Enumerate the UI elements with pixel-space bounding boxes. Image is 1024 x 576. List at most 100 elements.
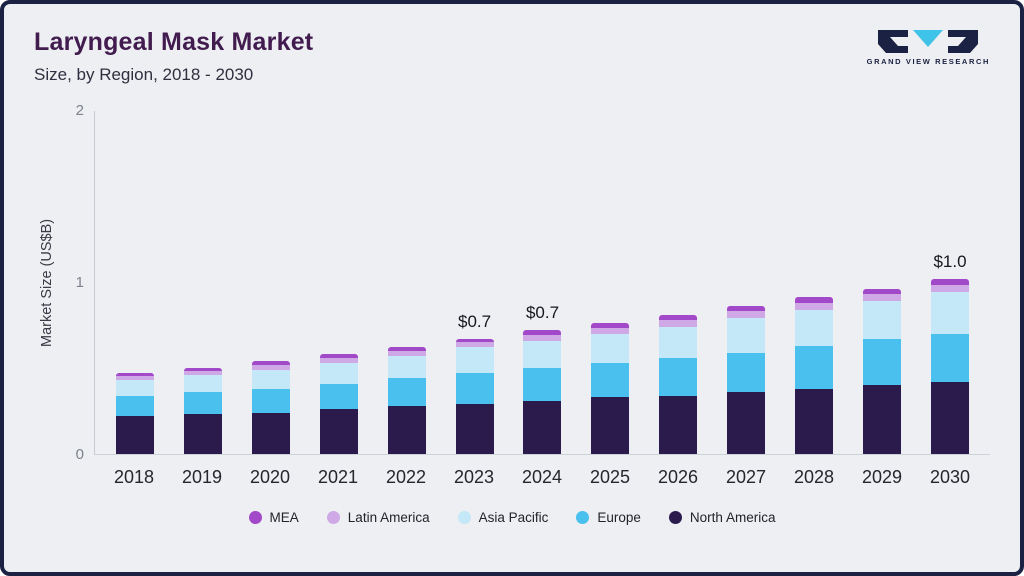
- segment-asia-pacific: [727, 318, 766, 353]
- segment-north-america: [795, 388, 834, 454]
- legend-item-mea: MEA: [248, 510, 299, 525]
- bar-2019: [169, 367, 237, 454]
- segment-asia-pacific: [863, 301, 902, 339]
- bar-value-label-2030: $1.0: [933, 251, 967, 271]
- bar-2027: [712, 306, 780, 454]
- legend-dot-icon: [326, 511, 340, 524]
- x-tick-2029: 2029: [861, 467, 903, 487]
- bar-2025: [576, 323, 644, 454]
- x-tick-2019: 2019: [181, 467, 223, 487]
- segment-north-america: [387, 405, 426, 454]
- bar-stack-2027: [727, 306, 766, 454]
- x-tick-2025: 2025: [589, 467, 631, 487]
- segment-north-america: [523, 400, 562, 454]
- chart-area: Market Size (US$B) 0 1 2 $0.7 $0.7 $1.0 2018…: [34, 102, 990, 525]
- page-title: Laryngeal Mask Market: [34, 28, 314, 56]
- segment-north-america: [931, 381, 970, 454]
- y-axis-label: Market Size (US$B): [39, 218, 55, 348]
- chart-header: Laryngeal Mask Market Size, by Region, 2…: [34, 28, 990, 85]
- segment-latin-america: [455, 342, 494, 348]
- logo-text: GRAND VIEW RESEARCH: [866, 57, 990, 66]
- segment-mea: [795, 297, 834, 303]
- segment-asia-pacific: [795, 309, 834, 346]
- x-tick-2022: 2022: [385, 467, 427, 487]
- y-tick-2: 2: [75, 102, 84, 119]
- legend-dot-icon: [457, 511, 471, 524]
- segment-asia-pacific: [387, 355, 426, 379]
- legend-item-asia-pacific: Asia Pacific: [457, 510, 549, 525]
- bar-2023: $0.7: [441, 312, 509, 454]
- segment-asia-pacific: [523, 340, 562, 369]
- segment-mea: [251, 361, 290, 365]
- segment-mea: [523, 330, 562, 335]
- bar-stack-2019: [183, 367, 222, 454]
- legend-item-latin-america: Latin America: [326, 510, 430, 525]
- legend-dot-icon: [248, 511, 262, 524]
- x-tick-2030: 2030: [929, 467, 971, 487]
- segment-latin-america: [319, 357, 358, 363]
- bar-2029: [848, 288, 916, 454]
- bar-2021: [305, 354, 373, 454]
- segment-mea: [455, 338, 494, 343]
- segment-asia-pacific: [319, 362, 358, 384]
- segment-europe: [115, 395, 154, 417]
- legend-item-north-america: North America: [668, 510, 775, 525]
- segment-europe: [863, 338, 902, 386]
- segment-europe: [659, 357, 698, 396]
- segment-latin-america: [795, 302, 834, 310]
- segment-latin-america: [931, 285, 970, 293]
- segment-asia-pacific: [115, 380, 154, 396]
- gvr-logo-icon: [878, 30, 979, 53]
- bar-stack-2025: [591, 323, 630, 454]
- segment-europe: [455, 373, 494, 405]
- segment-north-america: [591, 397, 630, 454]
- segment-asia-pacific: [183, 374, 222, 393]
- y-tick-0: 0: [75, 446, 84, 463]
- chart-subtitle: Size, by Region, 2018 - 2030: [34, 65, 254, 84]
- segment-mea: [319, 354, 358, 358]
- segment-europe: [931, 333, 970, 382]
- segment-asia-pacific: [455, 347, 494, 374]
- legend-label: MEA: [269, 510, 299, 525]
- title-block: Laryngeal Mask Market Size, by Region, 2…: [34, 28, 313, 85]
- bar-stack-2028: [795, 297, 834, 454]
- y-axis-ticks: 0 1 2: [60, 102, 94, 463]
- segment-mea: [863, 288, 902, 295]
- segment-europe: [251, 388, 290, 413]
- x-tick-2024: 2024: [521, 467, 563, 487]
- segment-north-america: [863, 385, 902, 454]
- segment-latin-america: [591, 327, 630, 334]
- segment-latin-america: [523, 334, 562, 341]
- legend: MEA Latin America Asia Pacific Europe North …: [34, 510, 990, 525]
- legend-label: Latin America: [347, 510, 430, 525]
- bar-stack-2020: [251, 361, 290, 454]
- legend-item-europe: Europe: [576, 510, 641, 525]
- legend-label: Asia Pacific: [478, 510, 549, 525]
- segment-europe: [523, 368, 562, 401]
- segment-mea: [591, 323, 630, 328]
- legend-dot-icon: [668, 511, 682, 524]
- bar-stack-2030: [931, 278, 970, 454]
- segment-north-america: [727, 392, 766, 454]
- segment-europe: [183, 392, 222, 415]
- bar-stack-2022: [387, 347, 426, 454]
- x-axis-labels: 2018 2019 2020 2021 2022 2023 2024 2025 2026 2027…: [94, 467, 990, 488]
- segment-latin-america: [863, 294, 902, 302]
- segment-latin-america: [659, 319, 698, 327]
- segment-latin-america: [727, 311, 766, 319]
- segment-north-america: [455, 404, 494, 454]
- x-tick-2026: 2026: [657, 467, 699, 487]
- segment-latin-america: [183, 370, 222, 375]
- segment-north-america: [659, 395, 698, 454]
- bar-stack-2018: [115, 373, 154, 454]
- segment-latin-america: [251, 364, 290, 370]
- segment-asia-pacific: [659, 326, 698, 358]
- bar-2018: [101, 373, 169, 454]
- segment-north-america: [115, 416, 154, 454]
- segment-europe: [591, 362, 630, 398]
- segment-europe: [727, 352, 766, 393]
- bar-stack-2023: [455, 338, 494, 454]
- bars-plot: $0.7 $0.7 $1.0: [94, 111, 990, 455]
- x-tick-2027: 2027: [725, 467, 767, 487]
